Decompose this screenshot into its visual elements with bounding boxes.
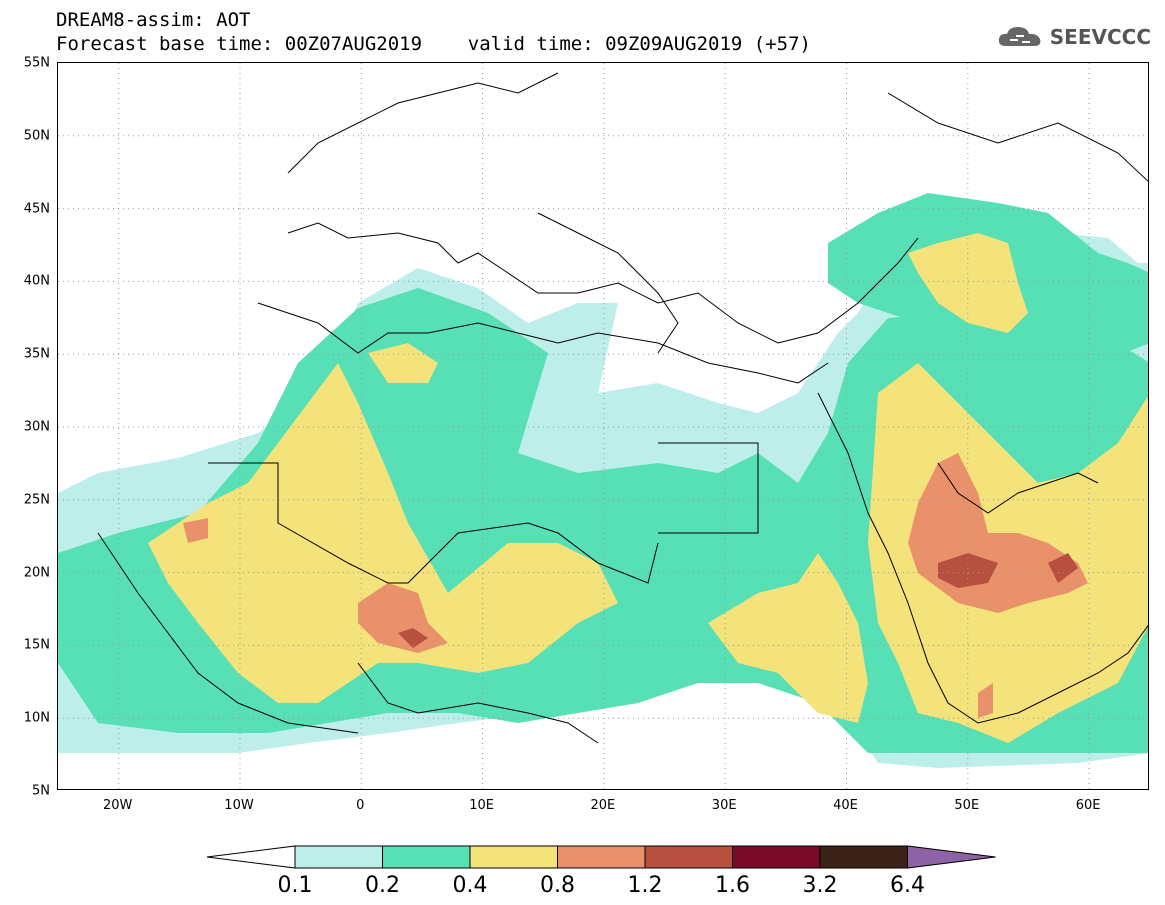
cloud-icon [998,27,1041,46]
colorbar-tick-label: 1.6 [715,873,750,898]
aot-map [57,62,1149,790]
lat-tick-label: 10N [23,710,50,726]
lon-tick-label: 0 [356,798,365,813]
aot-band-1-2 [398,553,1078,648]
colorbar-max-arrow [907,845,996,869]
colorbar-segment [557,845,646,869]
lon-tick-label: 50E [954,798,980,813]
coastlines [97,72,1148,744]
colorbar-tick-label: 3.2 [802,873,838,898]
colorbar-tick-label: 0.4 [452,873,488,898]
lat-tick-label: 40N [23,273,50,289]
lon-tick-label: 20W [102,798,133,813]
colorbar-tick-label: 1.2 [627,873,663,898]
logo-text: SEEVCCC [1049,25,1151,49]
lon-tick-label: 60E [1075,798,1101,813]
colorbar-tick-label: 6.4 [890,873,925,898]
seevccc-logo: SEEVCCC [996,24,1151,50]
lat-tick-label: 35N [23,346,50,362]
lon-tick-label: 10W [224,798,254,813]
lat-tick-label: 25N [23,492,50,508]
lat-tick-label: 20N [23,565,50,581]
lat-tick-label: 5N [32,783,50,799]
forecast-time-line: Forecast base time: 00Z07AUG2019 valid t… [56,33,811,55]
colorbar-min-arrow [206,845,296,869]
colorbar-segment [819,845,908,869]
colorbar-segment [644,845,733,869]
lat-tick-label: 50N [23,128,50,144]
lon-tick-label: 10E [469,798,494,813]
colorbar-segment [732,845,821,869]
colorbar-tick-label: 0.2 [365,873,400,898]
lat-tick-label: 30N [23,419,50,435]
map-title: DREAM8-assim: AOT [56,9,251,31]
lat-tick-label: 45N [23,201,50,217]
lon-tick-label: 20E [590,798,616,813]
lat-tick-label: 15N [23,637,50,653]
lat-tick-label: 55N [23,55,50,71]
colorbar-segment [469,845,558,869]
colorbar-segment [294,845,383,869]
colorbar-segment [382,845,471,869]
colorbar-tick-label: 0.1 [277,873,313,898]
colorbar [206,845,996,869]
lon-tick-label: 30E [711,798,737,813]
lon-tick-label: 40E [833,798,858,813]
colorbar-tick-label: 0.8 [540,873,575,898]
